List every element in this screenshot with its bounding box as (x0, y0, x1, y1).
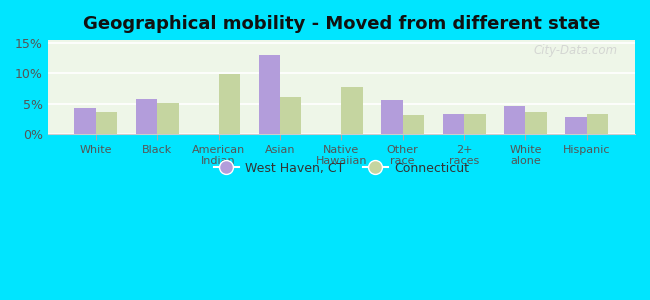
Legend: West Haven, CT, Connecticut: West Haven, CT, Connecticut (209, 157, 474, 180)
Bar (280, 97, 302, 134)
Bar (566, 117, 587, 134)
Bar (464, 114, 486, 134)
Bar (504, 106, 525, 134)
Bar (587, 114, 608, 134)
Bar (341, 88, 363, 134)
Bar (403, 115, 424, 134)
Bar (218, 74, 240, 134)
Bar (382, 100, 403, 134)
Text: City-Data.com: City-Data.com (533, 44, 618, 57)
Bar (96, 112, 118, 134)
Bar (75, 108, 96, 134)
Bar (443, 114, 464, 134)
Bar (525, 112, 547, 134)
Bar (136, 99, 157, 134)
Title: Geographical mobility - Moved from different state: Geographical mobility - Moved from diffe… (83, 15, 600, 33)
Bar (157, 103, 179, 134)
Bar (259, 55, 280, 134)
